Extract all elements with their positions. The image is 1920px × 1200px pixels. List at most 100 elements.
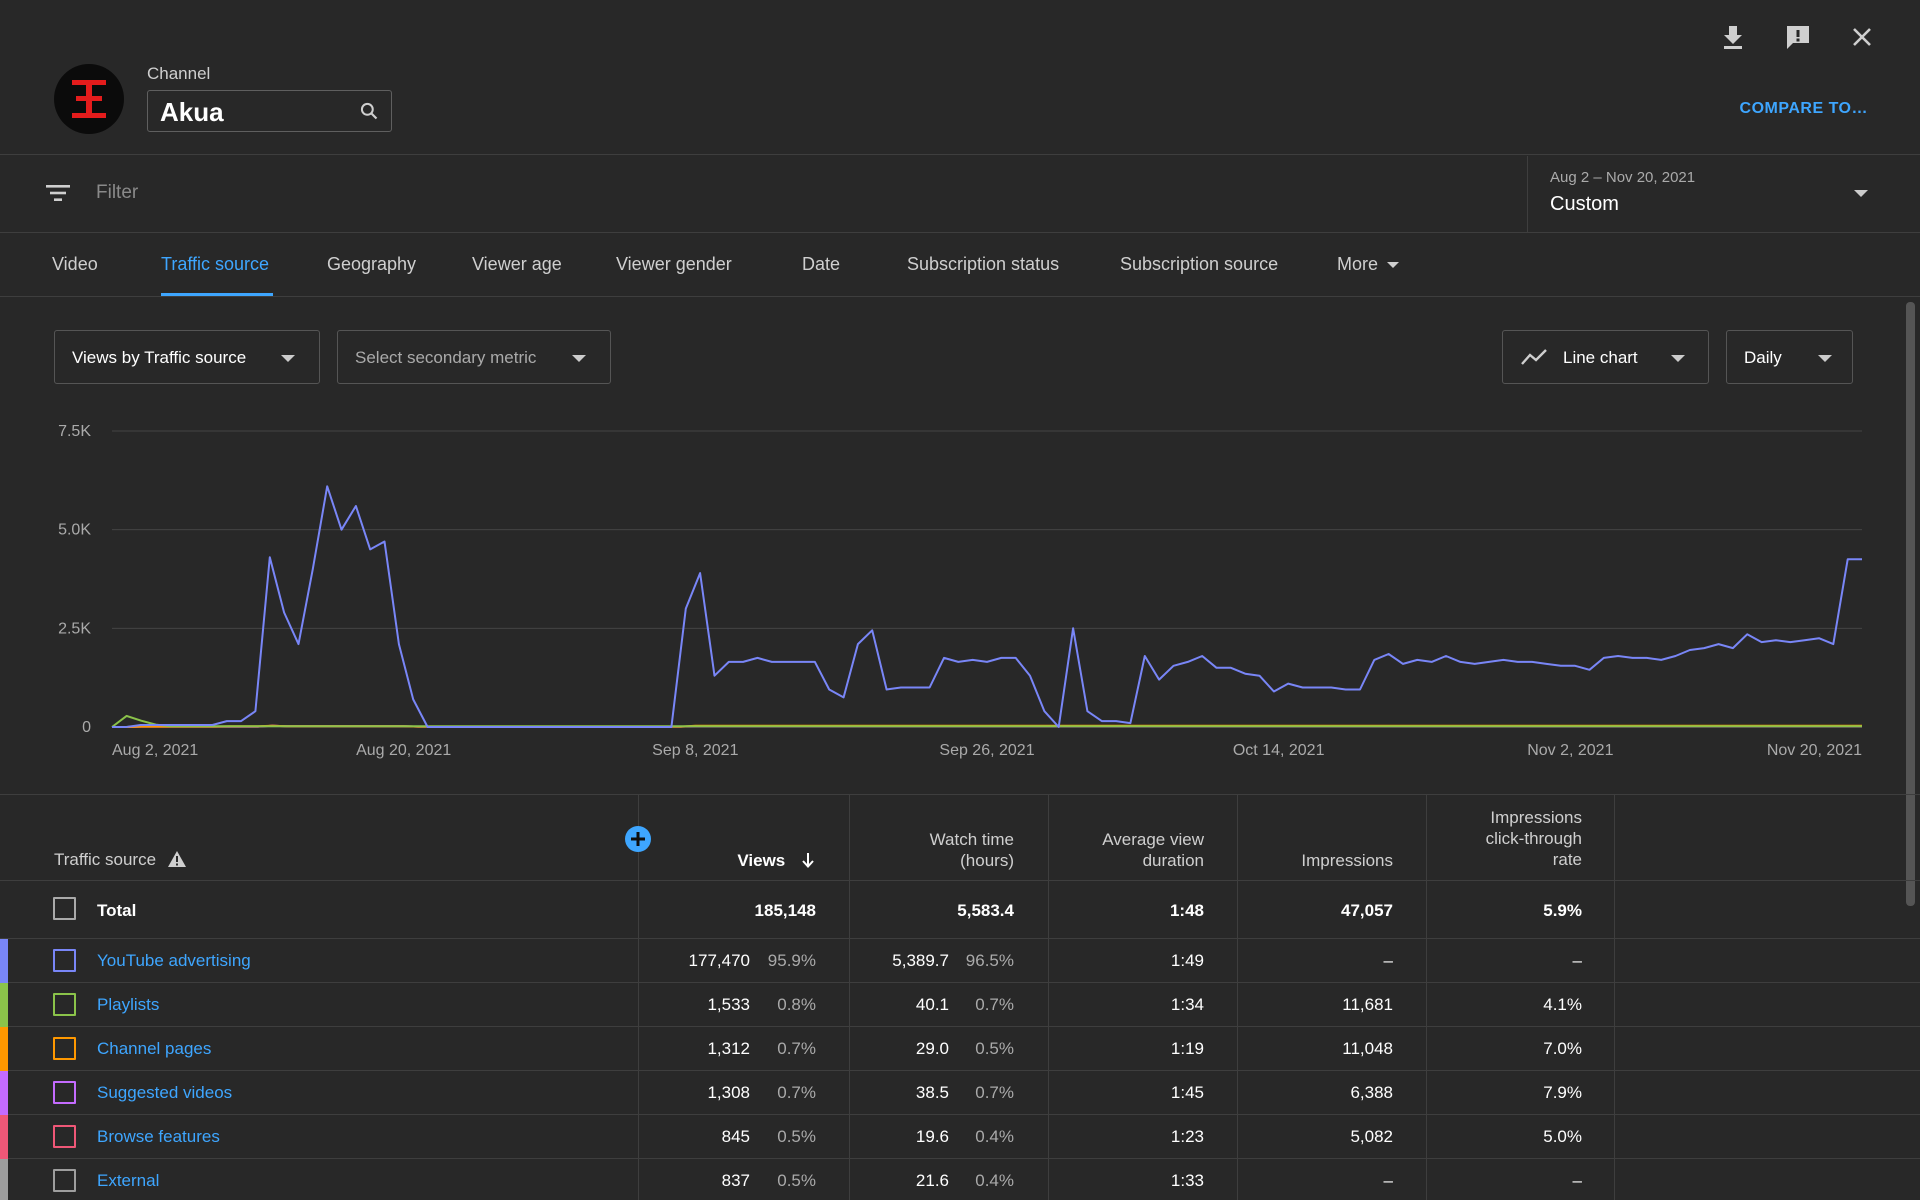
secondary-metric-label: Select secondary metric [355, 348, 537, 367]
chart-type-dropdown[interactable]: Line chart [1502, 330, 1709, 384]
views-value: 177,470 [688, 951, 750, 970]
tab-viewer-gender[interactable]: Viewer gender [616, 254, 732, 274]
series-line-playlists [111, 714, 1862, 728]
date-range-picker[interactable]: Aug 2 – Nov 20, 2021 Custom [1527, 156, 1920, 233]
header: Channel Akua COMPARE TO… [0, 0, 1920, 155]
traffic-source-link[interactable]: Playlists [97, 995, 160, 1014]
row-checkbox[interactable] [53, 1125, 76, 1148]
views-value: 1,308 [707, 1083, 750, 1102]
watch-time-value: 19.6 [915, 1127, 949, 1146]
filter-bar: Filter Aug 2 – Nov 20, 2021 Custom [0, 156, 1920, 233]
filter-input[interactable]: Filter [96, 182, 139, 203]
watch-time-percent: 0.7% [975, 995, 1014, 1014]
watch-time-percent: 0.4% [975, 1171, 1014, 1190]
primary-metric-dropdown[interactable]: Views by Traffic source [54, 330, 320, 384]
tab-more-label: More [1337, 254, 1379, 274]
watch-time-header[interactable]: Watch time (hours) [930, 829, 1014, 871]
series-color-strip [0, 939, 8, 983]
date-range-text: Aug 2 – Nov 20, 2021 [1550, 169, 1696, 186]
ctr-value: – [1572, 1171, 1582, 1190]
traffic-source-link[interactable]: External [97, 1171, 160, 1190]
views-percent: 0.8% [777, 995, 816, 1014]
ctr-header-line3: rate [1552, 850, 1582, 869]
column-divider [638, 795, 639, 1200]
caret-down-icon [1387, 262, 1400, 269]
filter-icon[interactable] [44, 181, 72, 210]
tab-viewer-age[interactable]: Viewer age [472, 254, 562, 274]
impressions-header[interactable]: Impressions [1301, 851, 1393, 870]
tab-geography[interactable]: Geography [327, 254, 417, 274]
views-value: 845 [721, 1127, 750, 1146]
avg-view-duration-value: 1:45 [1170, 1083, 1204, 1102]
secondary-metric-dropdown[interactable]: Select secondary metric [337, 330, 611, 384]
x-tick-label: Aug 20, 2021 [356, 742, 451, 759]
close-icon[interactable] [1845, 20, 1879, 54]
tab-date[interactable]: Date [802, 254, 841, 274]
column-divider [1237, 795, 1238, 1200]
series-line-youtube-advertising [112, 485, 1862, 728]
total-views: 185,148 [754, 901, 816, 920]
x-tick-label: Sep 26, 2021 [939, 742, 1034, 759]
vertical-scrollbar[interactable] [1906, 302, 1915, 906]
ctr-value: 4.1% [1543, 995, 1582, 1014]
series-color-strip [0, 1159, 8, 1200]
ctr-value: 7.0% [1543, 1039, 1582, 1058]
traffic-source-link[interactable]: Browse features [97, 1127, 220, 1146]
watch-time-value: 38.5 [915, 1083, 949, 1102]
traffic-source-header[interactable]: Traffic source [54, 850, 187, 870]
tab-video[interactable]: Video [52, 254, 98, 274]
caret-down-icon [1671, 355, 1685, 362]
plus-icon [631, 832, 645, 846]
avg-view-duration-header-line2: duration [1142, 851, 1204, 870]
watch-time-percent: 0.7% [975, 1083, 1014, 1102]
channel-avatar[interactable] [54, 64, 124, 134]
y-tick-label: 2.5K [58, 620, 91, 637]
tab-traffic-source[interactable]: Traffic source [161, 254, 270, 274]
views-percent: 0.5% [777, 1127, 816, 1146]
traffic-source-link[interactable]: Channel pages [97, 1039, 212, 1058]
watch-time-value: 40.1 [915, 995, 949, 1014]
row-checkbox[interactable] [53, 1037, 76, 1060]
interval-label: Daily [1744, 348, 1782, 367]
search-icon[interactable] [359, 101, 379, 126]
x-tick-label: Nov 20, 2021 [1767, 742, 1862, 759]
tab-more[interactable]: More [1337, 254, 1400, 275]
total-avg-view-duration: 1:48 [1169, 901, 1204, 920]
views-header[interactable]: Views [737, 850, 816, 871]
compare-to-button[interactable]: COMPARE TO… [1739, 100, 1868, 117]
tab-subscription-source[interactable]: Subscription source [1120, 254, 1279, 274]
interval-dropdown[interactable]: Daily [1726, 330, 1853, 384]
traffic-source-link[interactable]: YouTube advertising [97, 951, 251, 970]
warning-icon[interactable] [167, 850, 187, 868]
series-color-strip [0, 1115, 8, 1159]
row-checkbox[interactable] [53, 1081, 76, 1104]
channel-search-box[interactable]: Akua [147, 90, 392, 132]
feedback-icon[interactable] [1781, 20, 1815, 54]
row-checkbox[interactable] [53, 1169, 76, 1192]
total-checkbox[interactable] [53, 897, 76, 920]
download-icon[interactable] [1716, 20, 1750, 54]
series-color-strip [0, 1027, 8, 1071]
ctr-header[interactable]: Impressions click-through rate [1486, 807, 1582, 870]
avg-view-duration-value: 1:34 [1170, 995, 1204, 1014]
line-chart-icon [1520, 347, 1548, 372]
add-column-button[interactable] [625, 826, 651, 852]
views-percent: 0.7% [777, 1083, 816, 1102]
chart-type-label: Line chart [1563, 348, 1638, 367]
traffic-source-table: Traffic source Views Watch time (hours) … [0, 794, 1920, 1200]
chevron-down-icon [1854, 190, 1868, 197]
row-checkbox[interactable] [53, 993, 76, 1016]
tab-subscription-status[interactable]: Subscription status [907, 254, 1060, 274]
row-checkbox[interactable] [53, 949, 76, 972]
impressions-value: 11,681 [1342, 995, 1393, 1014]
y-tick-label: 5.0K [58, 522, 91, 539]
traffic-source-link[interactable]: Suggested videos [97, 1083, 233, 1102]
avg-view-duration-header[interactable]: Average view duration [1102, 829, 1204, 871]
watch-time-value: 5,389.7 [892, 951, 949, 970]
series-color-strip [0, 1071, 8, 1115]
total-watch-time: 5,583.4 [957, 901, 1014, 920]
table-row: External 837 0.5% 21.6 0.4% 1:33 – – [0, 1159, 1920, 1200]
impressions-value: – [1383, 951, 1393, 970]
column-divider [1426, 795, 1427, 1200]
total-ctr: 5.9% [1543, 901, 1582, 920]
